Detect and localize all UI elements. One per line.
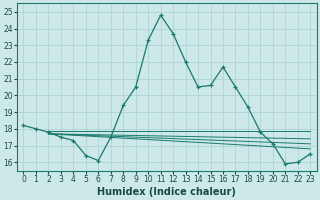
X-axis label: Humidex (Indice chaleur): Humidex (Indice chaleur) — [98, 187, 236, 197]
